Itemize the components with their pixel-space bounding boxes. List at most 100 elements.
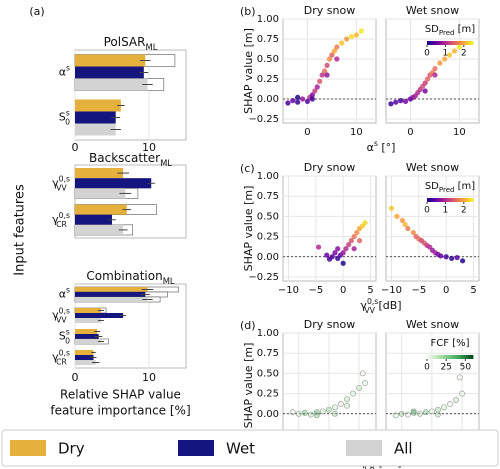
label-part: γ [52, 213, 59, 226]
point [344, 402, 350, 409]
label-part: ML [160, 158, 172, 168]
label-part: γ [52, 309, 59, 322]
y-tick-label: −0.25 [248, 272, 279, 283]
point [344, 36, 350, 42]
label: CombinationML [86, 269, 175, 286]
colorbar-segment [433, 41, 437, 45]
colorbar-tick-label: 0 [424, 363, 430, 373]
colorbar-segment [438, 198, 442, 202]
colorbar-tick-label: 0 [424, 206, 430, 216]
point [388, 205, 395, 211]
point [295, 99, 301, 105]
point [351, 233, 357, 240]
label-part: s [374, 139, 378, 148]
label: BackscatterML [89, 151, 172, 168]
point [422, 80, 428, 86]
label-part: VV [56, 315, 67, 324]
colorbar-tick-label: 0 [424, 49, 430, 59]
colorbar-segment [459, 355, 462, 359]
x-tick-label: 10 [350, 127, 363, 138]
point [410, 410, 417, 416]
subplot-title: Wet snow [406, 318, 459, 331]
point [453, 397, 459, 403]
y-tick-label: 0.25 [257, 389, 279, 400]
colorbar-segment [438, 41, 442, 45]
point [398, 410, 405, 417]
point [290, 98, 296, 104]
colorbar-segment [447, 41, 451, 45]
point [325, 406, 332, 413]
y-tick-label: 0.75 [257, 348, 279, 359]
panel-label: (a) [29, 5, 44, 18]
point [416, 410, 423, 417]
label-part: α [367, 141, 374, 154]
legend: Dry Wet All [1, 429, 499, 467]
panel-label: (b) [240, 5, 256, 18]
point [402, 221, 408, 228]
label-part: s [66, 285, 70, 294]
label-part: 0 [65, 336, 70, 345]
point [338, 401, 344, 407]
bar [75, 360, 96, 365]
point [459, 390, 465, 397]
point [358, 28, 364, 34]
colorbar-segment [433, 355, 437, 359]
point [315, 244, 322, 250]
y-tick-label: 0.25 [257, 232, 279, 243]
bar [75, 318, 101, 323]
point [356, 385, 362, 391]
colorbar-segment [438, 355, 442, 359]
colorbar-segment [431, 41, 435, 45]
bar [75, 355, 94, 360]
colorbar-segment [445, 41, 449, 45]
colorbar-segment [459, 198, 462, 202]
panel-label: (d) [240, 319, 256, 332]
colorbar-segment [456, 198, 460, 202]
point [449, 255, 455, 261]
colorbar-segment [466, 355, 469, 359]
bar [75, 204, 127, 215]
bar [75, 297, 148, 302]
x-tick-label: 10 [453, 127, 466, 138]
plot-area [385, 175, 480, 282]
colorbar-tick-label: 2 [461, 206, 467, 216]
point [354, 229, 360, 236]
colorbar-segment [452, 355, 455, 359]
label: αs [59, 285, 70, 301]
point [428, 408, 435, 415]
point [332, 250, 338, 256]
label: γ0,s VV [dB] [360, 297, 401, 315]
colorbar-segment [463, 198, 467, 202]
legend-label: Wet [226, 440, 255, 458]
label-part: γ [52, 351, 59, 364]
label-part: FCF [431, 338, 450, 349]
legend-label: Dry [58, 440, 85, 458]
label: SDPred [m] [425, 181, 475, 194]
y-tick-label: 1.00 [257, 328, 279, 339]
bar [75, 78, 148, 91]
bar [75, 329, 98, 334]
y-tick-label: 0.50 [257, 54, 279, 65]
bar [75, 224, 124, 235]
colorbar-segment [459, 41, 462, 45]
point [314, 84, 320, 90]
point [410, 229, 416, 236]
label-part: Pred [439, 29, 455, 37]
bar [75, 111, 116, 124]
label-part: Pred [439, 186, 455, 194]
colorbar-segment [470, 41, 474, 45]
colorbar-segment [431, 198, 435, 202]
x-tick-label: 0 [72, 371, 79, 384]
plot-area [282, 18, 377, 124]
point [348, 238, 354, 244]
point [332, 410, 338, 417]
colorbar-segment [452, 198, 455, 202]
label-part: VV [364, 306, 375, 315]
point [447, 401, 453, 407]
point [289, 409, 296, 416]
bar [75, 308, 101, 313]
label-part: α [59, 66, 66, 79]
label-part: 0,s [59, 306, 70, 315]
point [393, 99, 399, 105]
colorbar-segment [456, 355, 460, 359]
